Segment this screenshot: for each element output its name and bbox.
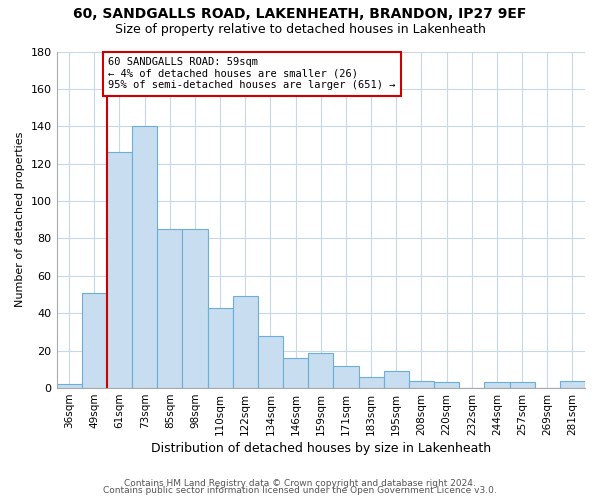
Text: 60 SANDGALLS ROAD: 59sqm
← 4% of detached houses are smaller (26)
95% of semi-de: 60 SANDGALLS ROAD: 59sqm ← 4% of detache… [108,57,395,90]
Text: Size of property relative to detached houses in Lakenheath: Size of property relative to detached ho… [115,22,485,36]
Bar [560,380,585,388]
Bar [157,229,182,388]
Bar [308,352,334,388]
Bar [359,377,383,388]
Text: 60, SANDGALLS ROAD, LAKENHEATH, BRANDON, IP27 9EF: 60, SANDGALLS ROAD, LAKENHEATH, BRANDON,… [73,8,527,22]
Bar [82,292,107,388]
Bar [383,371,409,388]
Bar [208,308,233,388]
Bar [258,336,283,388]
Y-axis label: Number of detached properties: Number of detached properties [15,132,25,308]
Bar [334,366,359,388]
Text: Contains HM Land Registry data © Crown copyright and database right 2024.: Contains HM Land Registry data © Crown c… [124,478,476,488]
Bar [233,296,258,388]
Text: Contains public sector information licensed under the Open Government Licence v3: Contains public sector information licen… [103,486,497,495]
Bar [107,152,132,388]
Bar [132,126,157,388]
Bar [56,384,82,388]
Bar [182,229,208,388]
Bar [409,380,434,388]
Bar [283,358,308,388]
Bar [509,382,535,388]
Bar [484,382,509,388]
X-axis label: Distribution of detached houses by size in Lakenheath: Distribution of detached houses by size … [151,442,491,455]
Bar [434,382,459,388]
